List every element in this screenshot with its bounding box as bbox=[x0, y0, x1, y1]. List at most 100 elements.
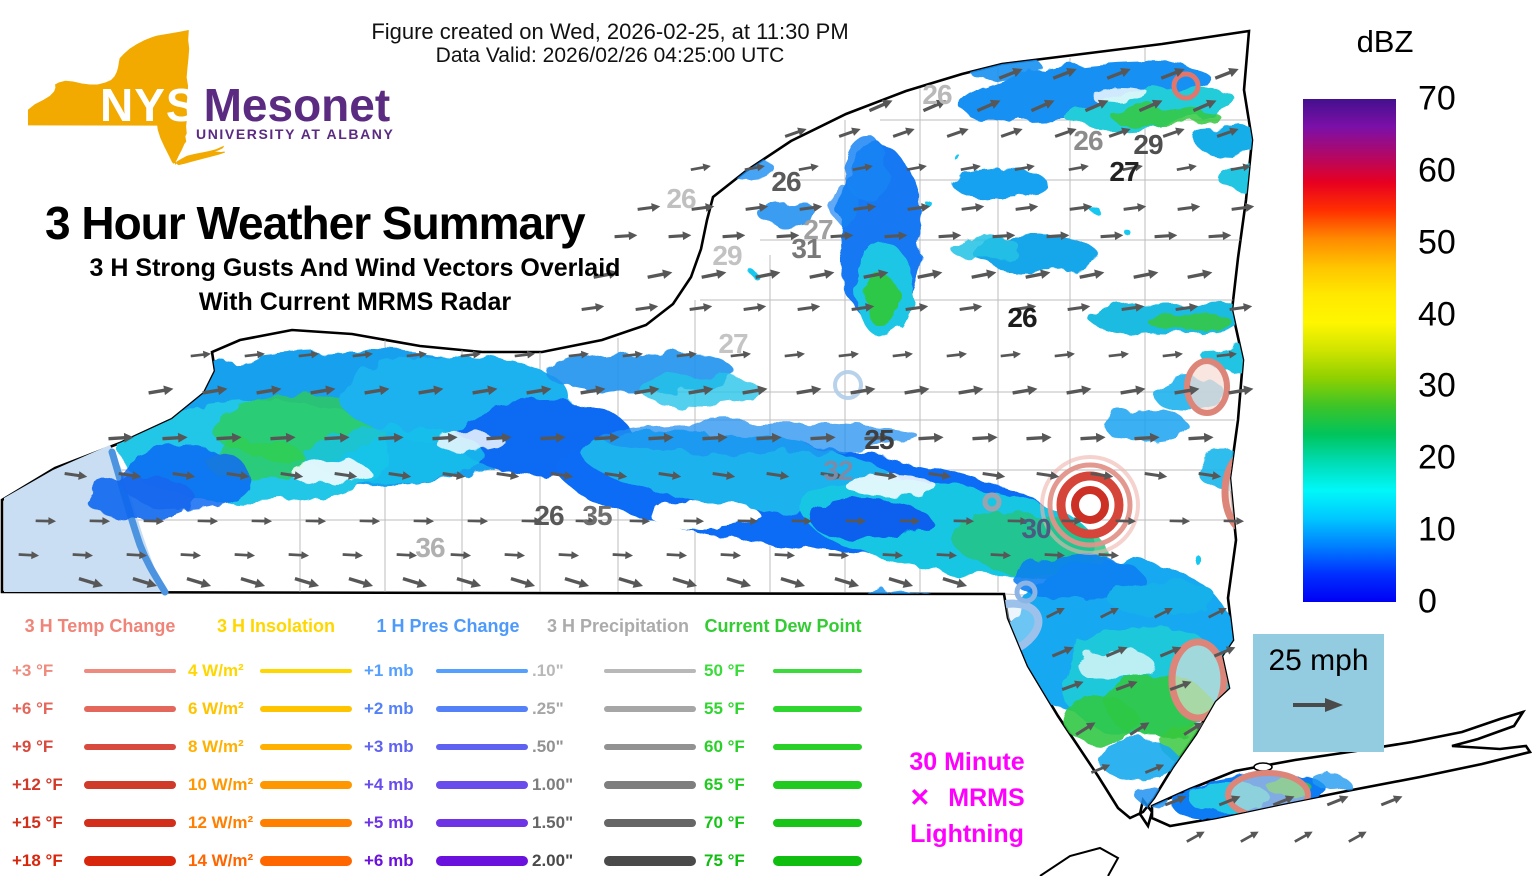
legend-item-label: +1 mb bbox=[364, 661, 414, 680]
legend-line-swatch bbox=[436, 781, 528, 789]
wind-gust-value: 36 bbox=[415, 532, 445, 563]
legend-line-swatch bbox=[436, 669, 528, 673]
legend-item-label: 70 °F bbox=[704, 813, 745, 832]
legend-line-swatch bbox=[260, 781, 352, 789]
lightning-line-2: MRMS bbox=[948, 784, 1025, 812]
wind-gust-value: 32 bbox=[462, 478, 492, 509]
legend-item-label: .25" bbox=[532, 699, 564, 718]
legend-item-label: +18 °F bbox=[12, 851, 63, 870]
legend-row: +6 mb bbox=[364, 842, 532, 880]
legend-column-title: Current Dew Point bbox=[704, 616, 862, 636]
legend-column: 3 H Insolation 4 W/m² 6 W/m² 8 W/m² 10 W/m² 1… bbox=[188, 616, 364, 880]
wind-arrow-icon bbox=[1183, 826, 1208, 847]
legend-row: +1 mb bbox=[364, 652, 532, 690]
legend-line-swatch bbox=[436, 706, 528, 712]
colorbar-tick: 30 bbox=[1418, 366, 1456, 405]
logo: NYS Mesonet bbox=[100, 78, 390, 132]
colorbar-tick: 40 bbox=[1418, 295, 1456, 334]
wind-gust-value: 27 bbox=[1109, 156, 1139, 187]
colorbar-tick: 70 bbox=[1418, 79, 1456, 118]
legend-item-label: .50" bbox=[532, 737, 564, 756]
legend-row: 65 °F bbox=[704, 766, 862, 804]
legend-column: 3 H Temp Change +3 °F +6 °F +9 °F +12 °F +15 … bbox=[12, 616, 188, 880]
legend-row: .25" bbox=[532, 690, 704, 728]
legend-line-swatch bbox=[773, 706, 862, 712]
wind-gust-value: 29 bbox=[712, 240, 742, 271]
dbz-colorbar bbox=[1303, 99, 1396, 602]
wind-key-label: 25 mph bbox=[1268, 644, 1369, 677]
lightning-note: 30 Minute ✕ MRMS Lightning bbox=[862, 744, 1072, 852]
legend-line-swatch bbox=[436, 743, 528, 751]
legend-item-label: .10" bbox=[532, 661, 564, 680]
legend-item-label: 6 W/m² bbox=[188, 699, 244, 718]
legend-line-swatch bbox=[84, 856, 176, 866]
wind-gust-value: 26 bbox=[1073, 125, 1103, 156]
legend-line-swatch bbox=[84, 669, 176, 673]
legend-row: 50 °F bbox=[704, 652, 862, 690]
wind-arrow-icon bbox=[1378, 790, 1406, 811]
legend-line-swatch bbox=[773, 669, 862, 673]
legend-item-label: 60 °F bbox=[704, 737, 745, 756]
wind-gust-value: 32 bbox=[823, 455, 853, 486]
legend-item-label: 4 W/m² bbox=[188, 661, 244, 680]
wind-arrow-icon bbox=[1291, 826, 1316, 847]
wind-key-arrow-icon bbox=[1293, 698, 1343, 712]
legend-row: +12 °F bbox=[12, 766, 188, 804]
legend-column-title: 3 H Insolation bbox=[216, 616, 335, 636]
legend-line-swatch bbox=[436, 856, 528, 866]
legend-row: 6 W/m² bbox=[188, 690, 364, 728]
legend-line-swatch bbox=[260, 669, 352, 673]
legend-row: +4 mb bbox=[364, 766, 532, 804]
wind-gust-value: 26 bbox=[534, 500, 564, 531]
legend-line-swatch bbox=[260, 743, 352, 751]
nj-coastline bbox=[1039, 846, 1120, 876]
legend-row: .10" bbox=[532, 652, 704, 690]
legend-item-label: 50 °F bbox=[704, 661, 745, 680]
legend-item-label: +15 °F bbox=[12, 813, 63, 832]
legend-item-label: 10 W/m² bbox=[188, 775, 254, 794]
wind-gust-value: 35 bbox=[582, 500, 612, 531]
figure-header: Figure created on Wed, 2026-02-25, at 11… bbox=[330, 20, 890, 68]
wind-arrow-icon bbox=[146, 382, 176, 400]
colorbar-title: dBZ bbox=[1356, 24, 1414, 59]
legend: 3 H Temp Change +3 °F +6 °F +9 °F +12 °F +15 … bbox=[12, 616, 862, 880]
legend-line-swatch bbox=[773, 856, 862, 866]
legend-row: +3 mb bbox=[364, 728, 532, 766]
legend-line-swatch bbox=[773, 743, 862, 751]
wind-gust-value: 26 bbox=[1007, 302, 1037, 333]
legend-item-label: +3 mb bbox=[364, 737, 414, 756]
legend-row: 14 W/m² bbox=[188, 842, 364, 880]
legend-item-label: 12 W/m² bbox=[188, 813, 254, 832]
wind-gust-value: 26 bbox=[922, 79, 952, 110]
legend-line-swatch bbox=[604, 781, 696, 789]
small-island bbox=[1253, 762, 1273, 772]
legend-row: 10 W/m² bbox=[188, 766, 364, 804]
legend-column: Current Dew Point 50 °F 55 °F 60 °F 65 °F 70 … bbox=[704, 616, 862, 880]
legend-row: 12 W/m² bbox=[188, 804, 364, 842]
legend-row: +2 mb bbox=[364, 690, 532, 728]
legend-item-label: +4 mb bbox=[364, 775, 414, 794]
colorbar-tick: 0 bbox=[1418, 582, 1437, 621]
legend-row: 70 °F bbox=[704, 804, 862, 842]
figure-created-line: Figure created on Wed, 2026-02-25, at 11… bbox=[371, 19, 849, 44]
wind-speed-key: 25 mph bbox=[1253, 634, 1384, 752]
colorbar-tick-labels: 70 60 50 40 30 20 10 0 bbox=[1418, 80, 1498, 621]
wind-gust-value: 30 bbox=[1021, 513, 1051, 544]
legend-row: 60 °F bbox=[704, 728, 862, 766]
legend-column-title: 1 H Pres Change bbox=[376, 616, 520, 636]
legend-row: 55 °F bbox=[704, 690, 862, 728]
legend-line-swatch bbox=[604, 818, 696, 828]
legend-item-label: 8 W/m² bbox=[188, 737, 244, 756]
logo-name: Mesonet bbox=[203, 79, 391, 131]
logo-acronym: NYS bbox=[100, 79, 198, 131]
legend-column: 1 H Pres Change +1 mb +2 mb +3 mb +4 mb +5 mb… bbox=[364, 616, 532, 880]
legend-line-swatch bbox=[604, 669, 696, 673]
legend-row: 4 W/m² bbox=[188, 652, 364, 690]
logo-affiliation: UNIVERSITY AT ALBANY bbox=[196, 126, 395, 142]
legend-line-swatch bbox=[436, 818, 528, 828]
wind-arrow-icon bbox=[1237, 826, 1262, 847]
colorbar-tick: 20 bbox=[1418, 438, 1456, 477]
legend-item-label: +12 °F bbox=[12, 775, 63, 794]
legend-item-label: 1.50" bbox=[532, 813, 574, 832]
